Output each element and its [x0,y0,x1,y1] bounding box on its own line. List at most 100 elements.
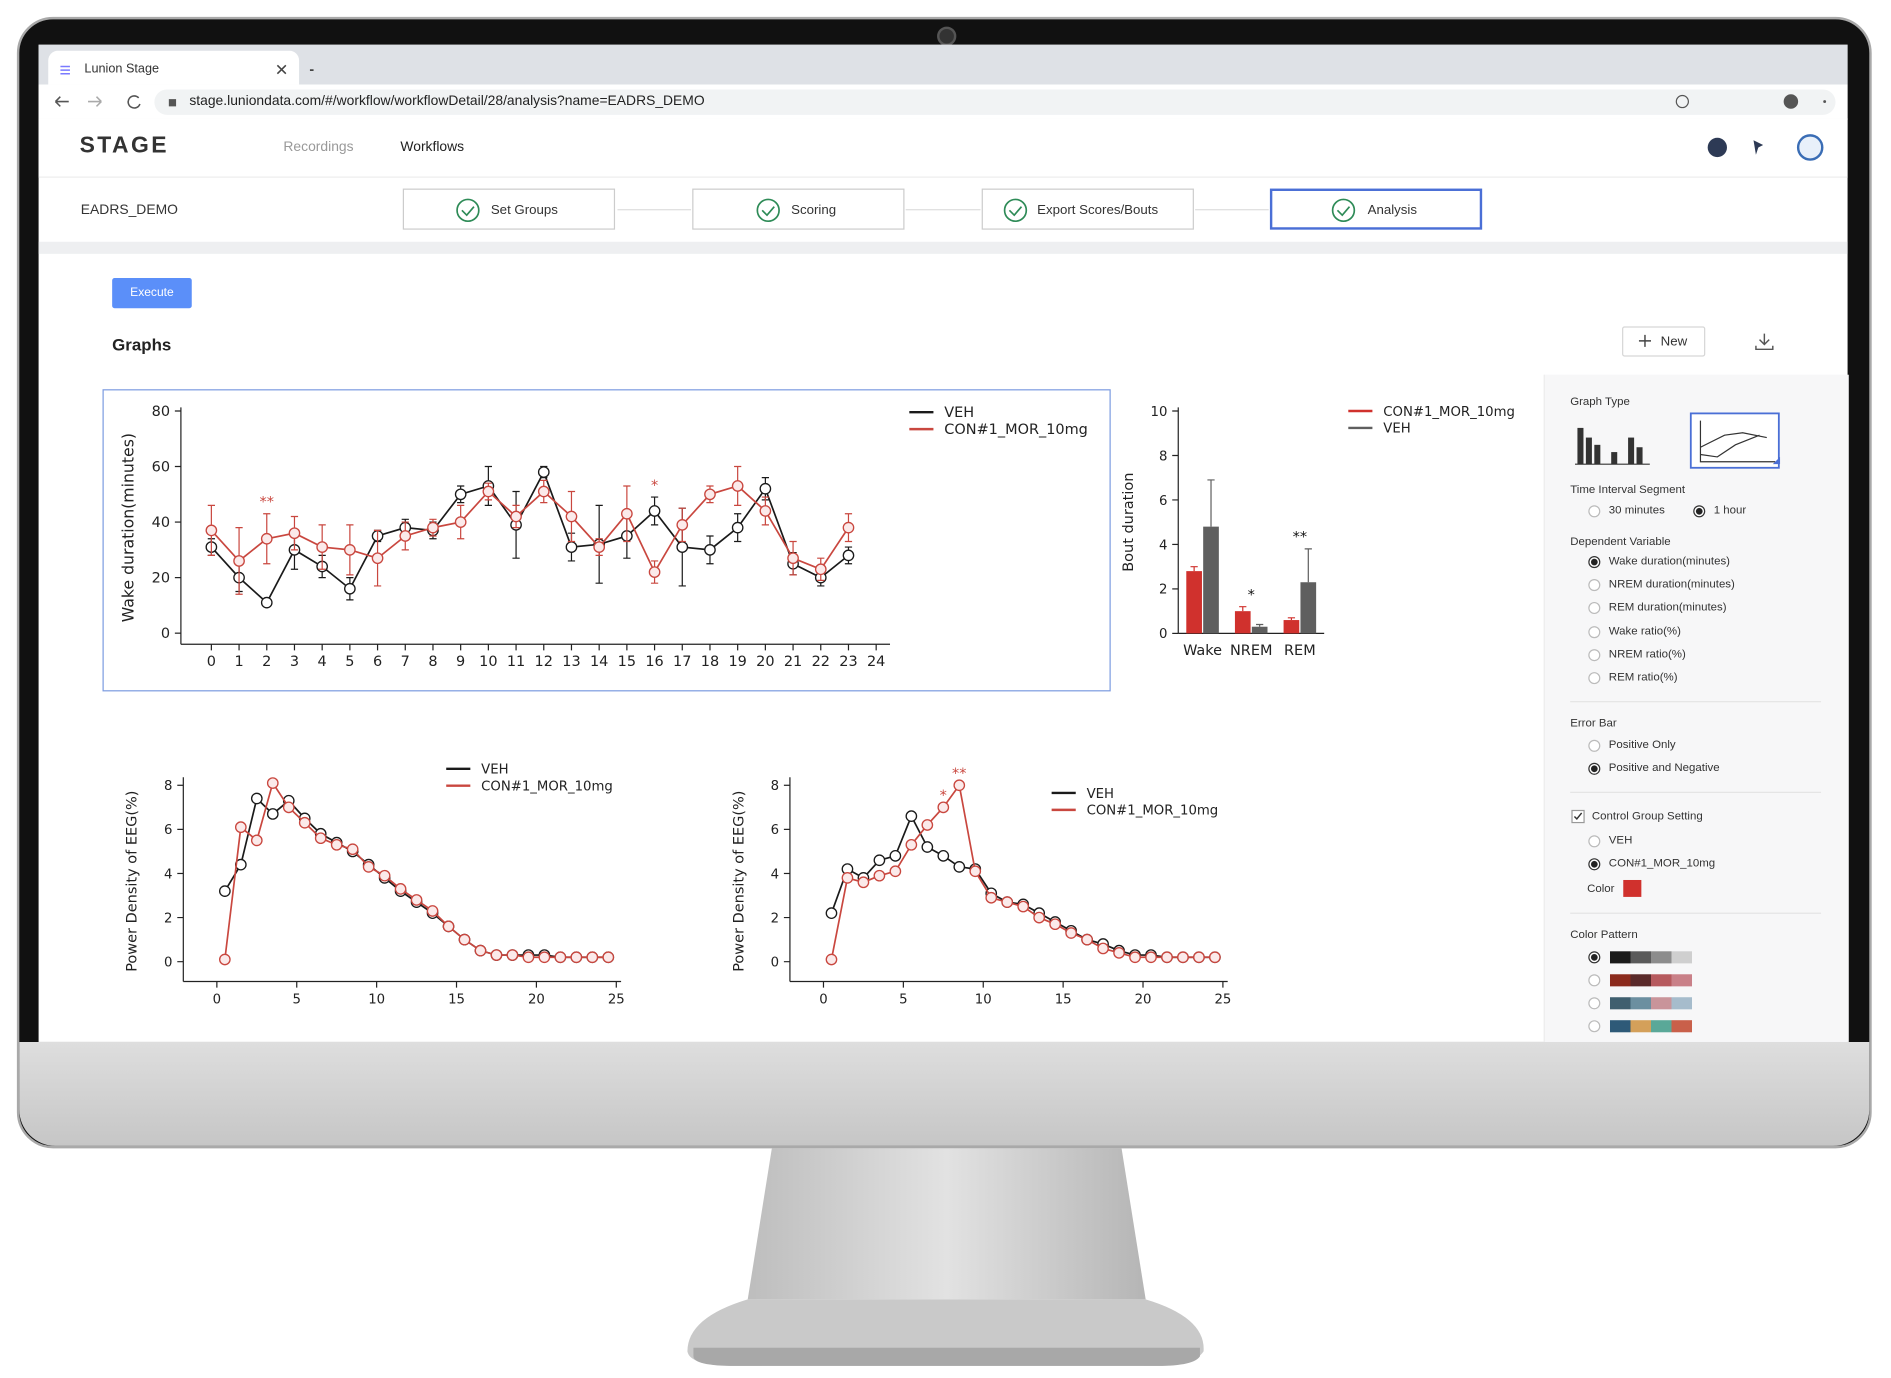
nav-link[interactable]: Workflows [400,140,465,155]
nav-link[interactable]: Recordings [283,140,354,155]
step-connector [905,209,981,211]
workflow-step[interactable] [981,188,1194,230]
workflow-step[interactable] [402,188,616,230]
significance-mark: ** [952,766,966,782]
graph-type-options[interactable] [1570,411,1787,471]
radio-button[interactable] [1588,762,1601,775]
radio-button[interactable] [1588,997,1601,1010]
radio-button[interactable] [1588,739,1601,752]
option-label: Positive and Negative [1608,761,1720,775]
color-swatch [1651,974,1672,987]
radio-button[interactable] [1588,648,1601,661]
y-tick-label: 8 [1159,449,1167,464]
radio-button[interactable] [1588,579,1601,592]
radio-button[interactable] [1588,835,1601,848]
data-point [219,953,231,966]
y-axis-label: Power Density of EEG(%) [731,791,747,972]
data-point [330,838,343,851]
data-point [442,920,455,933]
data-point [506,949,519,961]
y-tick-label: 0 [164,955,172,970]
selected-graph-frame[interactable] [102,389,1111,692]
radio-button[interactable] [1588,505,1601,518]
checkbox[interactable] [1571,809,1585,824]
data-point [344,582,356,595]
bar [1251,626,1268,634]
legend-label: CON#1_MOR_10mg [481,780,613,795]
data-point [842,521,855,534]
data-point [426,905,439,917]
radio-button[interactable] [1588,625,1601,638]
new-button[interactable] [1622,326,1706,357]
data-point [266,777,279,789]
execute-button[interactable] [112,278,192,309]
new-label: New [1660,334,1688,350]
data-point [1209,951,1221,964]
color-swatch [1609,974,1631,987]
color-swatch [1630,974,1652,987]
data-point [316,541,329,553]
data-point [266,808,279,820]
x-tick-label: 5 [899,992,907,1007]
option-label: REM duration(minutes) [1608,601,1727,615]
x-tick-label: 23 [839,654,857,670]
separator [1570,701,1822,703]
workflow-step[interactable] [1269,188,1483,230]
x-tick-label: 2 [262,654,271,670]
x-tick-label: 19 [728,654,746,670]
color-swatch [1651,1020,1672,1033]
color-swatch [1651,951,1672,964]
data-point [399,530,412,542]
radio-button[interactable] [1588,1020,1601,1033]
data-point [704,543,716,556]
download-icon[interactable] [1755,332,1774,351]
color-swatch [1609,951,1631,964]
data-point [298,816,311,829]
data-point [510,510,522,523]
step-connector [617,209,692,211]
y-tick-label: 2 [1159,583,1167,598]
data-point [621,507,633,520]
radio-button[interactable] [1588,602,1601,615]
data-point [410,894,423,906]
radio-button[interactable] [1588,974,1601,987]
series-line [224,781,609,960]
omnibox[interactable] [154,89,1836,115]
workflow-step[interactable] [692,188,905,230]
data-point [1049,918,1061,931]
browser-tab[interactable] [48,50,300,85]
data-point [454,516,467,528]
legend-label: VEH [1383,422,1410,437]
data-point [537,466,550,478]
color-swatch [1671,1020,1693,1033]
data-point [1193,951,1205,964]
radio-button[interactable] [1588,556,1601,569]
radio-button[interactable] [1693,505,1706,518]
sidebar-label: Error Bar [1570,716,1617,731]
y-tick-label: 6 [164,823,172,838]
monitor-chin [19,1041,1870,1146]
y-tick-label: 4 [164,867,172,882]
data-point [759,505,772,517]
data-point [260,596,273,609]
legend-label: CON#1_MOR_10mg [1383,405,1515,420]
y-tick-label: 6 [1159,494,1167,509]
significance-mark: ** [1293,530,1307,546]
logo[interactable]: STAGE [79,132,169,159]
radio-button[interactable] [1588,672,1601,685]
data-point [371,552,384,565]
y-tick-label: 6 [771,823,779,838]
data-point [282,801,295,814]
color-swatch [1630,997,1652,1010]
x-tick-label: 10 [479,654,497,670]
option-label: 1 hour [1713,504,1747,518]
x-tick-label: 21 [784,654,802,670]
radio-button[interactable] [1588,858,1601,871]
data-point [842,549,855,562]
y-tick-label: 2 [164,911,172,926]
legend-label: VEH [481,763,508,778]
radio-button[interactable] [1588,951,1601,964]
color-swatch[interactable] [1623,879,1642,897]
